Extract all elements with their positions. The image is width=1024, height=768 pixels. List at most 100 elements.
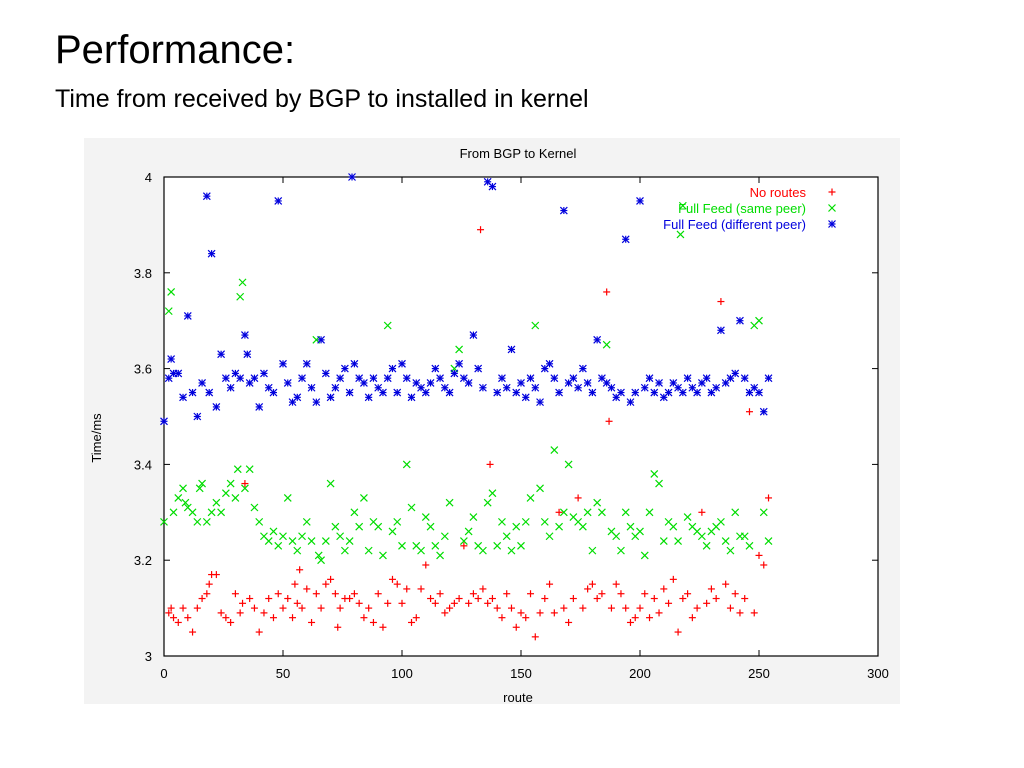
full-feed-different-peer-point xyxy=(426,379,435,387)
full-feed-different-peer-point xyxy=(240,331,249,339)
full-feed-different-peer-point xyxy=(574,383,583,392)
no-routes-point xyxy=(469,590,477,598)
no-routes-point xyxy=(636,604,644,612)
no-routes-point xyxy=(174,618,182,626)
full-feed-different-peer-point xyxy=(478,383,487,392)
full-feed-same-peer-point xyxy=(169,508,178,517)
no-routes-point xyxy=(231,590,239,598)
full-feed-same-peer-point xyxy=(555,522,564,531)
full-feed-same-peer-point xyxy=(517,541,525,550)
full-feed-same-peer-point xyxy=(398,541,406,550)
no-routes-point xyxy=(722,580,730,588)
full-feed-same-peer-point xyxy=(545,532,554,541)
no-routes-point xyxy=(455,595,463,603)
full-feed-same-peer-point xyxy=(578,522,587,531)
full-feed-different-peer-point xyxy=(493,388,502,397)
full-feed-different-peer-point xyxy=(583,379,592,387)
no-routes-point xyxy=(488,595,496,603)
full-feed-same-peer-point xyxy=(250,503,259,512)
no-routes-point xyxy=(477,226,485,234)
no-routes-point xyxy=(355,599,363,607)
full-feed-same-peer-point xyxy=(583,508,592,517)
no-routes-point xyxy=(184,614,192,622)
no-routes-point xyxy=(293,599,301,607)
full-feed-same-peer-point xyxy=(207,508,216,517)
full-feed-same-peer-point xyxy=(455,345,464,354)
no-routes-point xyxy=(205,580,213,588)
full-feed-same-peer-point xyxy=(402,460,411,469)
no-routes-point xyxy=(179,604,187,612)
full-feed-same-peer-point xyxy=(636,527,644,536)
full-feed-same-peer-point xyxy=(350,508,359,517)
full-feed-different-peer-point xyxy=(517,379,525,387)
x-tick-label: 100 xyxy=(391,666,413,681)
no-routes-point xyxy=(493,604,501,612)
full-feed-same-peer-point xyxy=(650,470,659,478)
full-feed-different-peer-point xyxy=(274,197,283,205)
full-feed-same-peer-point xyxy=(597,508,606,517)
no-routes-point xyxy=(398,599,406,607)
full-feed-different-peer-point xyxy=(588,388,597,397)
full-feed-different-peer-point xyxy=(236,374,245,383)
full-feed-same-peer-point xyxy=(240,484,249,493)
full-feed-different-peer-point xyxy=(716,326,725,335)
no-routes-point xyxy=(246,595,254,603)
full-feed-different-peer-point xyxy=(555,388,564,397)
full-feed-different-peer-point xyxy=(307,383,316,392)
full-feed-same-peer-point xyxy=(279,532,287,541)
no-routes-point xyxy=(607,604,615,612)
no-routes-point xyxy=(165,609,173,617)
no-routes-point xyxy=(726,604,734,612)
no-routes-point xyxy=(374,590,382,598)
full-feed-different-peer-point xyxy=(655,379,663,387)
x-tick-label: 0 xyxy=(160,666,167,681)
full-feed-same-peer-point xyxy=(507,546,516,555)
no-routes-point xyxy=(203,590,211,598)
full-feed-different-peer-point xyxy=(678,388,687,397)
full-feed-different-peer-point xyxy=(317,335,326,344)
full-feed-different-peer-point xyxy=(621,235,630,244)
full-feed-same-peer-point xyxy=(245,465,254,474)
full-feed-same-peer-point xyxy=(716,517,725,526)
full-feed-same-peer-point xyxy=(283,494,292,502)
full-feed-same-peer-point xyxy=(697,532,706,541)
full-feed-different-peer-point xyxy=(531,383,540,392)
legend-label-full-feed-same-peer: Full Feed (same peer) xyxy=(678,201,806,216)
full-feed-same-peer-point xyxy=(731,508,740,517)
no-routes-point xyxy=(422,561,430,569)
no-routes-point xyxy=(541,595,549,603)
y-tick-label: 3 xyxy=(145,649,152,664)
full-feed-different-peer-point xyxy=(498,374,506,383)
full-feed-same-peer-point xyxy=(198,479,207,488)
full-feed-different-peer-point xyxy=(550,374,559,383)
full-feed-same-peer-point xyxy=(512,522,521,531)
full-feed-different-peer-point xyxy=(607,383,616,392)
full-feed-different-peer-point xyxy=(183,311,192,320)
full-feed-same-peer-point xyxy=(231,494,240,502)
chart-container: From BGP to Kernel route Time/ms 0 50 100 1… xyxy=(84,138,900,704)
full-feed-same-peer-point xyxy=(445,498,454,507)
no-routes-point xyxy=(193,604,201,612)
no-routes-point xyxy=(579,604,587,612)
full-feed-same-peer-point xyxy=(202,517,211,526)
full-feed-same-peer-point xyxy=(288,537,297,545)
full-feed-same-peer-point xyxy=(621,508,630,517)
no-routes-point xyxy=(684,590,692,598)
no-routes-point xyxy=(536,609,544,617)
y-tick-label: 3.4 xyxy=(134,457,152,472)
full-feed-different-peer-point xyxy=(243,350,252,359)
full-feed-same-peer-point xyxy=(167,288,176,296)
full-feed-same-peer-point xyxy=(393,517,402,526)
full-feed-different-peer-point xyxy=(702,374,711,383)
no-routes-point xyxy=(212,571,220,579)
full-feed-same-peer-point xyxy=(521,517,530,526)
full-feed-same-peer-point xyxy=(755,316,763,325)
full-feed-same-peer-point xyxy=(483,498,492,507)
full-feed-different-peer-point xyxy=(293,393,302,402)
no-routes-point xyxy=(239,599,247,607)
full-feed-same-peer-point xyxy=(269,527,278,536)
full-feed-different-peer-point xyxy=(536,398,544,407)
full-feed-different-peer-point xyxy=(740,374,749,383)
no-routes-point xyxy=(603,288,611,296)
